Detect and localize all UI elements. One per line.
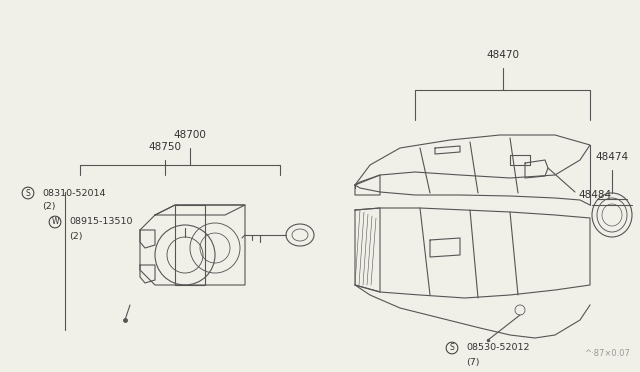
Text: 08915-13510: 08915-13510: [69, 218, 132, 227]
Text: 08530-52012: 08530-52012: [466, 343, 529, 353]
Text: 48484: 48484: [578, 190, 611, 200]
Text: (2): (2): [42, 202, 56, 212]
Text: 08310-52014: 08310-52014: [42, 189, 106, 198]
Text: 48750: 48750: [148, 142, 182, 152]
Text: W: W: [51, 218, 59, 227]
Text: 48700: 48700: [173, 130, 207, 140]
Text: S: S: [26, 189, 30, 198]
Text: 48470: 48470: [486, 50, 519, 60]
Text: (7): (7): [466, 357, 479, 366]
Text: (2): (2): [69, 231, 83, 241]
Text: 48474: 48474: [595, 152, 628, 162]
Text: S: S: [450, 343, 454, 353]
Text: ^·87×0.07: ^·87×0.07: [584, 349, 630, 358]
